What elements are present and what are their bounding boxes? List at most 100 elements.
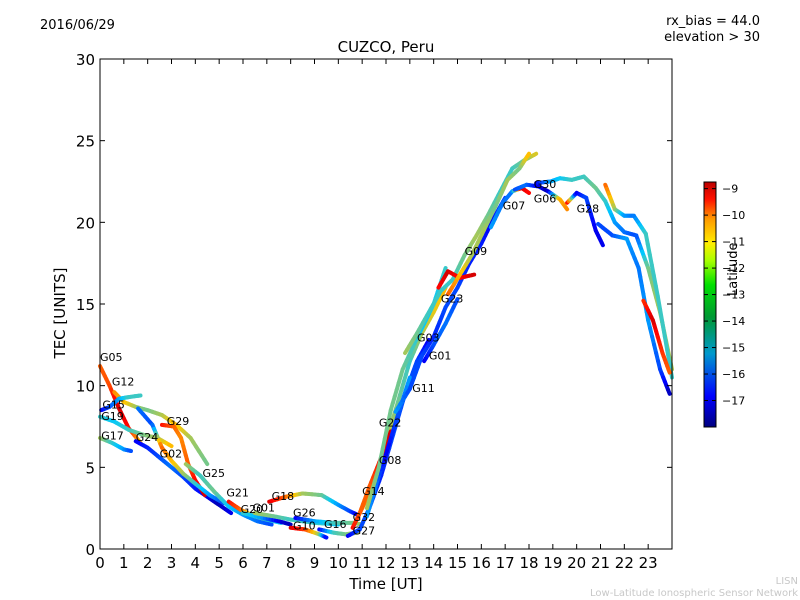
satellite-label-g10: G10 — [293, 519, 316, 532]
colorbar-tick-label: −9 — [722, 183, 738, 196]
trace-segment — [599, 240, 605, 248]
x-tick-label: 3 — [167, 554, 177, 572]
colorbar-tick-label: −13 — [722, 289, 745, 302]
satellite-label-g27: G27 — [353, 524, 376, 537]
trace-segment — [469, 272, 477, 278]
credit-long: Low-Latitude Ionospheric Sensor Network — [590, 588, 798, 599]
trace-g22 — [364, 266, 448, 511]
y-tick-label: 20 — [76, 214, 95, 232]
colorbar-tick-label: −14 — [722, 315, 745, 328]
trace-segment — [424, 337, 431, 346]
trace-segment — [453, 297, 460, 306]
satellite-label-g03: G03 — [417, 332, 440, 345]
x-tick-label: 22 — [615, 554, 634, 572]
y-tick-label: 30 — [76, 51, 95, 69]
y-tick-label: 15 — [76, 296, 95, 314]
trace-g31 — [603, 182, 674, 380]
trace-segment — [666, 367, 672, 375]
trace-g02 — [136, 406, 226, 506]
bias-info: rx_bias = 44.0 elevation > 30 — [664, 14, 760, 46]
x-tick-label: 0 — [95, 554, 105, 572]
trace-segment — [441, 266, 448, 277]
satellite-label-g20: G20 — [241, 503, 264, 516]
satellite-label-g02: G02 — [160, 448, 183, 461]
colorbar-tick-label: −10 — [722, 209, 745, 222]
x-axis-label: Time [UT] — [349, 575, 423, 593]
satellite-label-g25: G25 — [202, 467, 225, 480]
colorbar-tick-label: −12 — [722, 262, 745, 275]
y-tick-label: 5 — [85, 459, 95, 477]
elevation-label: elevation > 30 — [664, 30, 760, 45]
trace-segment — [227, 509, 234, 516]
trace-segment — [525, 151, 531, 159]
x-tick-label: 19 — [543, 554, 562, 572]
satellite-label-g15: G15 — [102, 399, 125, 412]
trace-g15 — [99, 393, 143, 413]
x-tick-label: 4 — [191, 554, 201, 572]
trace-segment — [665, 348, 672, 366]
trace-segment — [267, 521, 274, 527]
rx-bias-label: rx_bias = 44.0 — [666, 14, 760, 29]
x-tick-label: 21 — [591, 554, 610, 572]
satellite-label-g01: G01 — [253, 501, 276, 514]
x-tick-label: 6 — [238, 554, 248, 572]
colorbar-tick-label: −16 — [722, 368, 745, 381]
satellite-label-g11: G11 — [412, 382, 435, 395]
satellite-label-g07: G07 — [503, 199, 526, 212]
x-tick-label: 7 — [262, 554, 272, 572]
x-tick-label: 17 — [496, 554, 515, 572]
colorbar-tick-label: −17 — [722, 395, 745, 408]
trace-segment — [405, 375, 412, 386]
trace-segment — [655, 293, 663, 312]
trace-segment — [662, 334, 670, 353]
x-tick-label: 9 — [310, 554, 320, 572]
trace-g01 — [422, 297, 460, 364]
colorbar-ticks: −9 −10 −11 −12 −13 −14 −15 −16 −17 — [704, 183, 745, 408]
trace-g25 — [183, 462, 274, 527]
x-tick-label: 5 — [214, 554, 224, 572]
satellite-label-g19: G19 — [101, 410, 124, 423]
satellite-label-g01: G01 — [429, 350, 452, 363]
traces-layer — [98, 151, 674, 540]
satellite-label-g18: G18 — [272, 490, 295, 503]
trace-segment — [323, 535, 329, 540]
trace-g10 — [288, 525, 329, 540]
chart-title: CUZCO, Peru — [337, 38, 435, 56]
trace-segment — [286, 521, 293, 527]
x-tick-label: 1 — [119, 554, 129, 572]
trace-g24 — [133, 439, 234, 516]
trace-segment — [201, 490, 207, 498]
trace-segment — [525, 190, 531, 195]
satellite-label-g32: G32 — [353, 511, 376, 524]
satellite-label-g09: G09 — [465, 245, 488, 258]
y-tick-label: 25 — [76, 133, 95, 151]
satellite-label-g30: G30 — [534, 178, 557, 191]
satellite-label-g28: G28 — [577, 203, 600, 216]
trace-g28 — [565, 190, 605, 248]
trace-g13 — [596, 221, 672, 396]
trace-segment — [666, 387, 672, 396]
trace-g09 — [445, 151, 531, 297]
trace-segment — [202, 457, 210, 467]
colorbar — [703, 181, 717, 428]
x-tick-label: 18 — [519, 554, 538, 572]
satellite-label-g24: G24 — [136, 431, 159, 444]
trace-segment — [387, 429, 393, 438]
satellite-label-g23: G23 — [441, 292, 464, 305]
trace-segment — [660, 321, 667, 339]
x-tick-label: 10 — [329, 554, 348, 572]
trace-g06 — [512, 182, 570, 212]
satellite-label-g17: G17 — [101, 430, 124, 443]
trace-g20 — [241, 511, 293, 527]
x-tick-label: 11 — [353, 554, 372, 572]
satellite-label-g26: G26 — [293, 506, 316, 519]
trace-g04 — [641, 298, 672, 375]
y-tick-label: 10 — [76, 378, 95, 396]
x-tick-label: 15 — [448, 554, 467, 572]
x-tick-label: 20 — [567, 554, 586, 572]
satellite-label-g29: G29 — [167, 415, 190, 428]
x-tick-label: 2 — [143, 554, 153, 572]
x-tick-label: 14 — [424, 554, 443, 572]
